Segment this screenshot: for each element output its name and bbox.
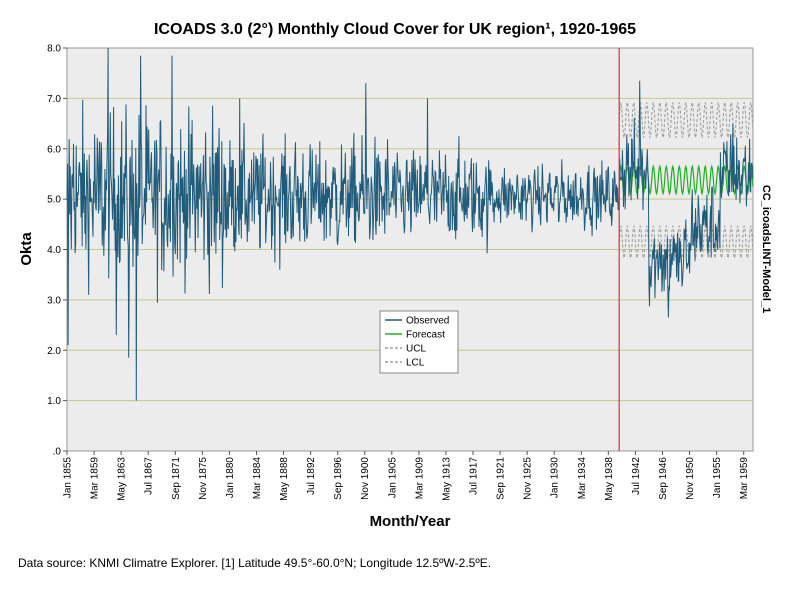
forecast-line <box>618 164 754 196</box>
x-tick-label: Jan 1905 <box>387 457 398 499</box>
x-tick-label: May 1913 <box>441 457 452 501</box>
x-tick-label: Mar 1909 <box>414 457 425 500</box>
legend-label: Observed <box>406 316 449 327</box>
legend-label: UCL <box>406 344 426 355</box>
x-tick-label: Mar 1859 <box>90 457 101 500</box>
x-axis: Jan 1855 Mar 1859 May 1863 Jul 1867 Sep 1871… <box>63 451 750 501</box>
x-tick-label: Nov 1875 <box>198 457 209 500</box>
x-axis-label: Month/Year <box>370 513 451 530</box>
x-tick-label: Nov 1925 <box>523 457 534 500</box>
x-tick-label: Jul 1867 <box>144 457 155 495</box>
x-tick-label: Jul 1917 <box>469 457 480 495</box>
x-tick-label: May 1888 <box>279 457 290 501</box>
x-tick-label: Jul 1892 <box>306 457 317 495</box>
y-tick-label: 2.0 <box>47 346 61 357</box>
legend-label: Forecast <box>406 330 445 341</box>
x-tick-label: Nov 1900 <box>360 457 371 500</box>
legend: Observed Forecast UCL LCL <box>379 310 459 374</box>
y-tick-label: 4.0 <box>47 245 61 256</box>
y-tick-label: .0 <box>53 447 62 458</box>
x-tick-label: Sep 1871 <box>171 457 182 500</box>
y-tick-label: 8.0 <box>47 44 61 55</box>
ucl-line <box>618 102 754 138</box>
y-axis-label: Okta <box>18 232 35 266</box>
x-tick-label: Sep 1946 <box>658 457 669 500</box>
x-tick-label: Mar 1934 <box>577 457 588 500</box>
y-tick-label: 6.0 <box>47 144 61 155</box>
x-tick-label: Jan 1930 <box>550 457 561 499</box>
x-tick-label: Nov 1950 <box>685 457 696 500</box>
model-label: CC_icoadsLINT-Model_1 <box>760 185 772 313</box>
y-axis: .0 1.0 2.0 3.0 4.0 5.0 6.0 7.0 8.0 <box>47 44 67 458</box>
y-tick-label: 5.0 <box>47 195 61 206</box>
y-tick-label: 1.0 <box>47 396 61 407</box>
x-tick-label: May 1938 <box>604 457 615 501</box>
x-tick-label: Jul 1942 <box>631 457 642 495</box>
observed-line <box>66 47 754 401</box>
x-tick-label: Sep 1921 <box>496 457 507 500</box>
y-tick-label: 3.0 <box>47 295 61 306</box>
series-group <box>66 47 754 401</box>
x-tick-label: Sep 1896 <box>333 457 344 500</box>
legend-label: LCL <box>406 358 425 369</box>
y-tick-label: 7.0 <box>47 94 61 105</box>
x-tick-label: Mar 1884 <box>252 457 263 500</box>
x-tick-label: Jan 1880 <box>225 457 236 499</box>
x-tick-label: Mar 1959 <box>739 457 750 500</box>
footer-note: Data source: KNMI Climatre Explorer. [1]… <box>18 556 492 570</box>
x-tick-label: Jan 1855 <box>63 457 74 499</box>
chart-title: ICOADS 3.0 (2°) Monthly Cloud Cover for … <box>154 21 636 38</box>
x-tick-label: May 1863 <box>117 457 128 501</box>
x-tick-label: Jan 1955 <box>712 457 723 499</box>
